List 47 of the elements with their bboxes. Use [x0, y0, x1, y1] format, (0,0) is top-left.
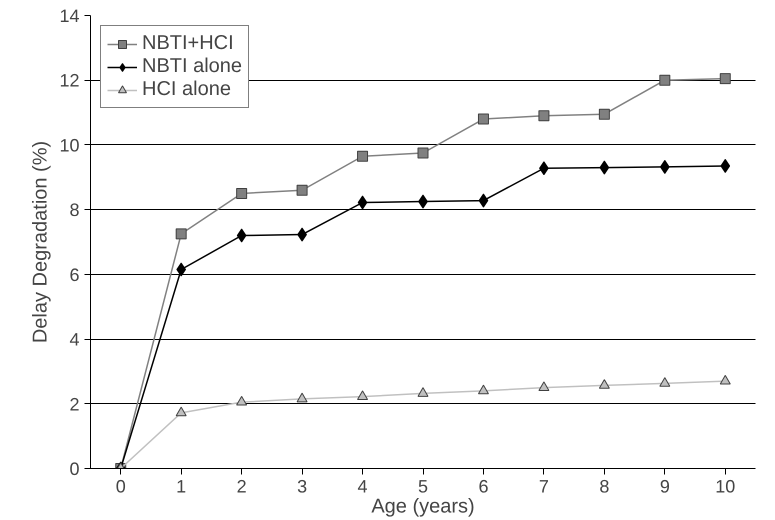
x-tick-label: 3 — [297, 476, 308, 496]
x-tick-label: 10 — [715, 476, 736, 496]
x-tick-label: 8 — [599, 476, 610, 496]
point — [418, 148, 428, 159]
y-tick-label: 8 — [69, 200, 80, 220]
y-tick-label: 12 — [59, 70, 80, 91]
x-tick-label: 1 — [176, 476, 186, 496]
y-tick-label: 14 — [59, 6, 80, 26]
legend-label: NBTI alone — [142, 55, 242, 78]
point — [478, 384, 489, 394]
x-axis-title: Age (years) — [371, 496, 475, 518]
y-tick-label: 0 — [69, 459, 80, 479]
legend-label: HCI alone — [142, 78, 231, 101]
point — [720, 73, 731, 84]
point — [236, 396, 248, 406]
point — [176, 228, 187, 240]
y-axis-title: Delay Degradation (%) — [29, 140, 52, 344]
legend-label: NBTI+HCI — [142, 32, 234, 55]
point — [659, 377, 670, 387]
x-tick-label: 5 — [418, 476, 428, 496]
point — [660, 160, 670, 174]
x-tick-label: 2 — [236, 476, 247, 496]
point — [538, 381, 550, 391]
point — [236, 188, 248, 199]
point — [357, 150, 368, 162]
y-tick-label: 2 — [69, 394, 80, 414]
point — [296, 392, 308, 402]
point — [598, 379, 610, 389]
point — [418, 387, 428, 397]
point — [176, 406, 187, 416]
point — [720, 374, 731, 385]
x-tick-label: 4 — [358, 476, 368, 496]
point — [296, 184, 308, 196]
point — [720, 158, 730, 173]
y-tick-label: 4 — [69, 330, 80, 350]
x-tick-label: 6 — [478, 476, 488, 496]
x-tick-label: 7 — [538, 476, 549, 496]
point — [357, 390, 368, 400]
point — [478, 114, 489, 125]
point — [538, 110, 550, 122]
y-tick-label: 6 — [69, 264, 80, 285]
x-tick-label: 0 — [116, 476, 126, 496]
y-tick-label: 10 — [59, 135, 80, 156]
point — [659, 74, 670, 86]
x-tick-label: 9 — [660, 476, 670, 496]
point — [598, 108, 610, 120]
point — [176, 262, 186, 277]
